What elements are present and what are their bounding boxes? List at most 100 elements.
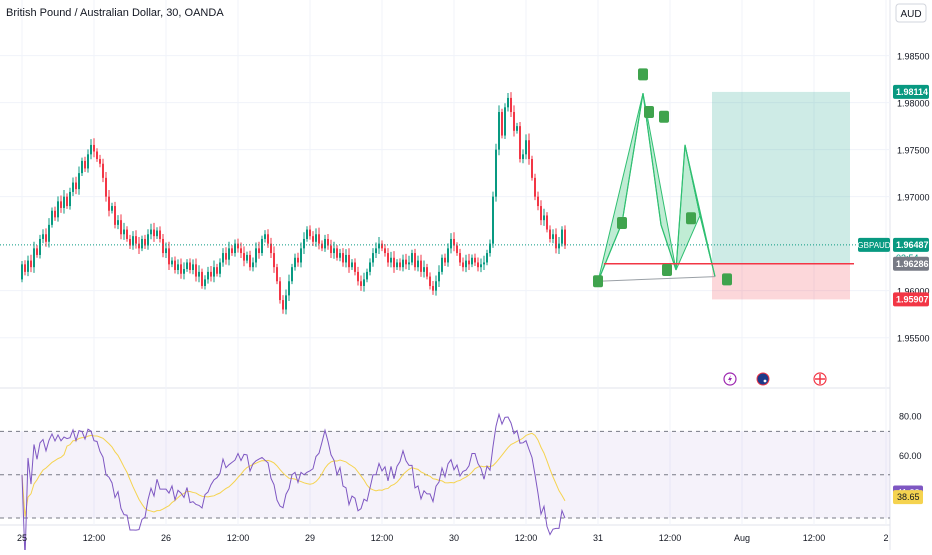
candle — [543, 215, 545, 221]
candle — [294, 257, 296, 268]
price-badges: 1.981141.9648703:541.962861.95907GBPAUD4… — [857, 84, 929, 505]
candle — [492, 196, 494, 244]
price-tick-label: 1.96000 — [897, 287, 930, 297]
candle — [90, 144, 92, 155]
candle — [255, 248, 257, 263]
time-axis[interactable]: 25 12:00 26 12:00 29 12:00 30 12:00 31 12:00 Aug 12… — [17, 533, 889, 543]
candle — [177, 264, 179, 270]
candle — [30, 260, 32, 268]
candle — [249, 254, 251, 268]
candle — [204, 279, 206, 286]
candle — [213, 267, 215, 277]
candle — [402, 259, 404, 268]
time-tick-label: 31 — [593, 533, 603, 543]
rsi-ma-value-badge: 38.65 — [893, 490, 923, 505]
candle — [372, 253, 374, 263]
candle — [159, 230, 161, 239]
candle — [300, 248, 302, 263]
candle — [435, 281, 437, 291]
candle — [168, 248, 170, 265]
price-tick-label: 1.95500 — [897, 334, 930, 344]
pattern-path — [597, 93, 716, 282]
pattern-markers[interactable] — [593, 68, 732, 288]
candle — [144, 238, 146, 246]
time-tick-label: 12:00 — [227, 533, 250, 543]
candle — [333, 248, 335, 254]
candle — [561, 229, 563, 244]
candle — [471, 257, 473, 265]
candle — [531, 159, 533, 178]
candle — [396, 262, 398, 268]
candle — [69, 191, 71, 207]
candle — [165, 248, 167, 254]
entry-price-badge-value: 1.96286 — [896, 259, 929, 269]
candle — [498, 112, 500, 150]
candle — [441, 257, 443, 272]
time-tick-label: 26 — [161, 533, 171, 543]
candle — [507, 97, 509, 108]
flag-au-icon[interactable] — [756, 372, 770, 386]
candle — [318, 234, 320, 244]
candle — [534, 177, 536, 197]
time-tick-label: 12:00 — [515, 533, 538, 543]
candle — [21, 264, 23, 280]
currency-label: AUD — [900, 9, 921, 20]
candle — [273, 253, 275, 268]
flag-gb-icon[interactable] — [813, 372, 827, 386]
candle — [264, 234, 266, 239]
stop-zone — [712, 263, 850, 300]
target-price-badge-value: 1.98114 — [896, 87, 928, 97]
candle — [54, 210, 56, 218]
candle — [303, 238, 305, 249]
symbol-tag: GBPAUD — [857, 237, 891, 252]
candle — [465, 260, 467, 268]
time-tick-label: 12:00 — [659, 533, 682, 543]
candle — [51, 210, 53, 225]
entry-price-badge-bg — [893, 256, 929, 271]
candle — [360, 281, 362, 286]
pattern-point-marker — [722, 273, 732, 286]
candle — [117, 220, 119, 225]
candle — [123, 229, 125, 235]
time-tick-label: Aug — [734, 533, 750, 543]
candle — [381, 243, 383, 249]
time-tick-label: 12:00 — [371, 533, 394, 543]
candle — [336, 248, 338, 258]
candle — [450, 238, 452, 249]
time-tick-label: 25 — [17, 533, 27, 543]
candle — [357, 271, 359, 282]
price-axis[interactable]: 1.98500 1.98000 1.97500 1.97000 1.96000 1.955… — [897, 52, 930, 344]
currency-button[interactable]: AUD — [895, 3, 927, 23]
candle — [102, 163, 104, 178]
candle — [348, 254, 350, 268]
candle — [216, 267, 218, 274]
candle — [78, 173, 80, 190]
candle — [36, 248, 38, 255]
pattern-point-marker — [644, 106, 654, 119]
candle — [75, 182, 77, 190]
candle — [546, 215, 548, 230]
candle — [153, 229, 155, 237]
candlestick-series — [21, 92, 566, 315]
rsi-axis[interactable]: 80.00 60.00 — [899, 412, 922, 461]
candle — [201, 271, 203, 286]
time-tick-label: 29 — [305, 533, 315, 543]
candle — [375, 248, 377, 254]
candle — [330, 245, 332, 254]
candle — [111, 206, 113, 211]
candle — [312, 236, 314, 242]
harmonic-pattern[interactable] — [597, 93, 716, 282]
candle — [234, 243, 236, 254]
lightning-icon[interactable] — [723, 372, 737, 386]
candle — [114, 206, 116, 225]
event-markers[interactable] — [723, 372, 827, 386]
pattern-point-marker — [659, 110, 669, 123]
candle — [459, 253, 461, 263]
candle — [84, 160, 86, 169]
candle — [510, 97, 512, 113]
candle — [279, 281, 281, 301]
candle — [354, 262, 356, 272]
long-position-tool[interactable] — [712, 91, 850, 300]
candle — [429, 276, 431, 286]
